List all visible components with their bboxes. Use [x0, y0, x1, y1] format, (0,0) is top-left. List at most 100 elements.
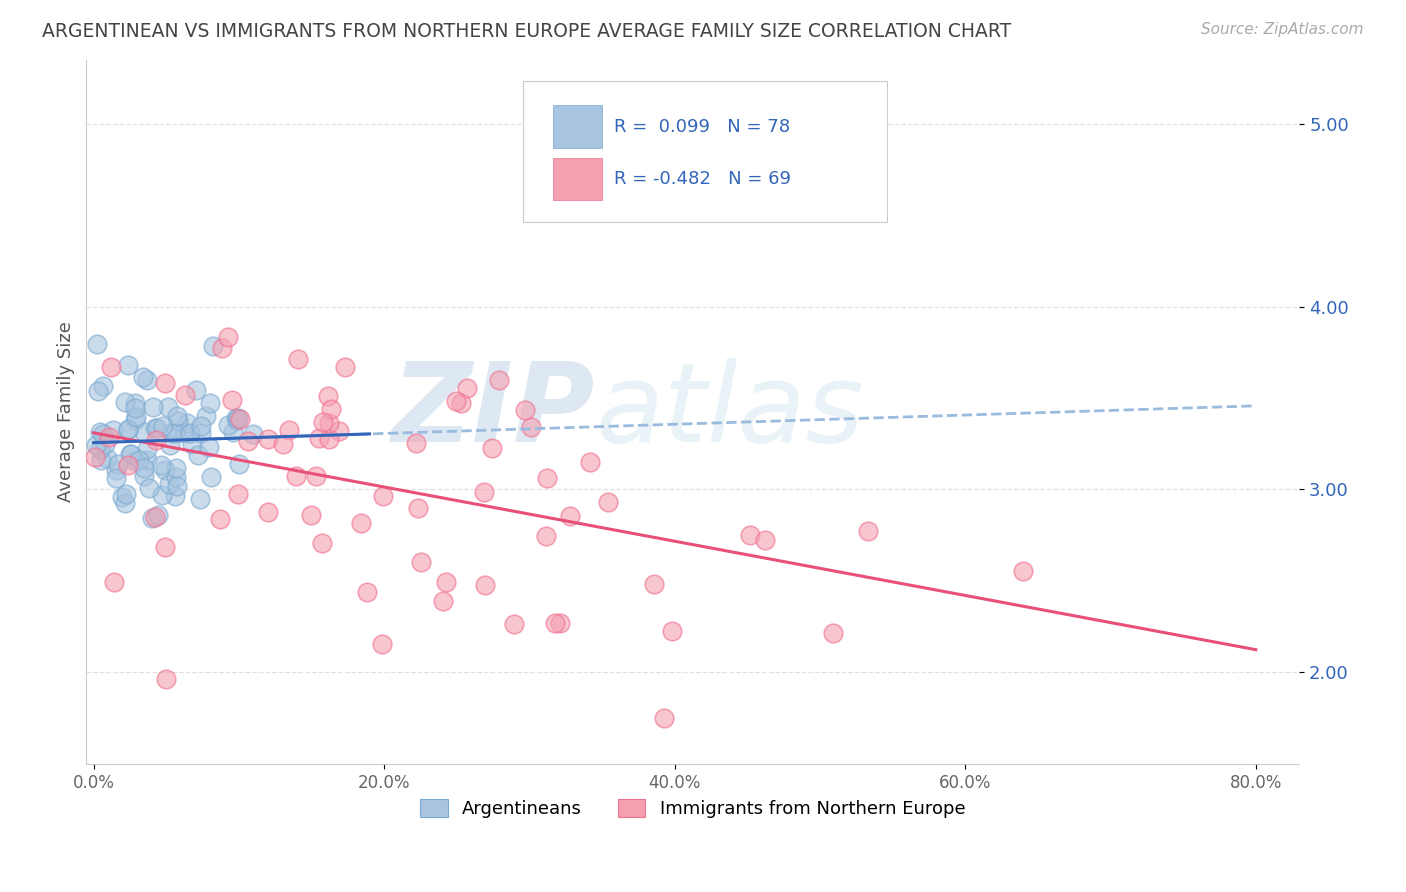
Point	[226, 413, 249, 427]
Y-axis label: Average Family Size: Average Family Size	[58, 321, 75, 502]
Point	[305, 468, 328, 483]
Point	[200, 469, 222, 483]
Point	[124, 396, 146, 410]
Point	[371, 637, 394, 651]
Point	[114, 496, 136, 510]
Point	[195, 409, 218, 423]
Point	[124, 401, 146, 415]
Point	[256, 432, 278, 446]
Point	[155, 540, 177, 554]
Text: ARGENTINEAN VS IMMIGRANTS FROM NORTHERN EUROPE AVERAGE FAMILY SIZE CORRELATION C: ARGENTINEAN VS IMMIGRANTS FROM NORTHERN …	[42, 22, 1011, 41]
Point	[209, 512, 232, 526]
Point	[197, 440, 219, 454]
Point	[174, 388, 197, 402]
Point	[111, 490, 134, 504]
Point	[91, 426, 114, 441]
Point	[103, 575, 125, 590]
Point	[156, 401, 179, 415]
Point	[124, 454, 146, 468]
Point	[287, 351, 309, 366]
Point	[474, 578, 496, 592]
Point	[211, 342, 233, 356]
Point	[503, 617, 526, 632]
Point	[155, 672, 177, 686]
Point	[444, 394, 467, 409]
Point	[145, 433, 167, 447]
Point	[179, 425, 201, 440]
Point	[228, 458, 250, 472]
Point	[150, 488, 173, 502]
Point	[242, 426, 264, 441]
FancyBboxPatch shape	[554, 158, 602, 201]
Point	[472, 484, 495, 499]
Point	[115, 486, 138, 500]
Point	[285, 469, 308, 483]
Point	[132, 461, 155, 475]
Point	[536, 471, 558, 485]
Point	[124, 412, 146, 426]
Point	[89, 425, 111, 440]
Point	[201, 339, 224, 353]
Point	[596, 495, 619, 509]
Text: R =  0.099   N = 78: R = 0.099 N = 78	[614, 118, 790, 136]
Point	[434, 575, 457, 590]
Point	[373, 489, 395, 503]
Point	[481, 441, 503, 455]
Point	[93, 379, 115, 393]
Point	[143, 510, 166, 524]
Point	[120, 447, 142, 461]
Point	[84, 450, 107, 464]
Point	[228, 411, 250, 425]
Point	[311, 536, 333, 550]
Point	[173, 425, 195, 440]
Point	[100, 359, 122, 374]
FancyBboxPatch shape	[554, 105, 602, 148]
Point	[856, 524, 879, 539]
Point	[488, 373, 510, 387]
Point	[333, 360, 356, 375]
Point	[257, 505, 280, 519]
Point	[318, 417, 340, 431]
Point	[136, 453, 159, 467]
Point	[217, 418, 239, 433]
Point	[117, 423, 139, 437]
Point	[117, 421, 139, 435]
Point	[661, 624, 683, 638]
Point	[136, 373, 159, 387]
Point	[217, 329, 239, 343]
Point	[146, 421, 169, 435]
FancyBboxPatch shape	[523, 81, 887, 221]
Point	[150, 458, 173, 473]
Point	[349, 516, 371, 530]
Point	[308, 431, 330, 445]
Point	[166, 479, 188, 493]
Point	[114, 395, 136, 409]
Point	[152, 419, 174, 434]
Point	[548, 615, 571, 630]
Point	[560, 509, 582, 524]
Point	[165, 469, 187, 483]
Point	[190, 425, 212, 440]
Point	[166, 409, 188, 423]
Point	[222, 425, 245, 440]
Point	[225, 410, 247, 425]
Point	[319, 402, 342, 417]
Point	[165, 425, 187, 440]
Point	[823, 626, 845, 640]
Point	[301, 508, 323, 522]
Point	[278, 423, 301, 437]
Point	[188, 492, 211, 507]
Point	[180, 437, 202, 451]
Point	[142, 400, 165, 414]
Point	[132, 468, 155, 483]
Point	[128, 453, 150, 467]
Point	[579, 455, 602, 469]
Point	[160, 426, 183, 441]
Legend: Argentineans, Immigrants from Northern Europe: Argentineans, Immigrants from Northern E…	[413, 791, 973, 825]
Point	[406, 501, 429, 516]
Point	[356, 584, 378, 599]
Point	[148, 508, 170, 522]
Point	[456, 381, 478, 395]
Text: Source: ZipAtlas.com: Source: ZipAtlas.com	[1201, 22, 1364, 37]
Point	[740, 528, 762, 542]
